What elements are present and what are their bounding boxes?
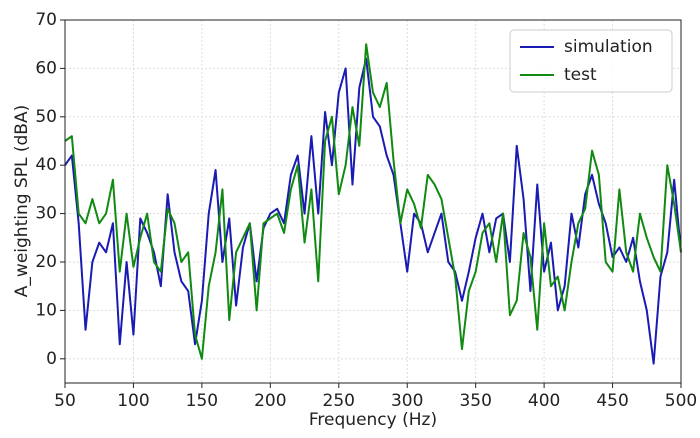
x-tick-label: 450 xyxy=(596,391,628,411)
data-line xyxy=(64,57,682,365)
x-tick-label: 300 xyxy=(391,391,423,411)
data-line xyxy=(64,43,682,360)
x-axis-label: Frequency (Hz) xyxy=(309,410,437,430)
x-tick-label: 500 xyxy=(665,391,697,411)
y-tick-label: 40 xyxy=(35,155,57,175)
x-tick-label: 150 xyxy=(186,391,218,411)
y-tick-label: 0 xyxy=(46,349,57,369)
legend-label: simulation xyxy=(564,37,653,57)
x-tick-label: 250 xyxy=(323,391,355,411)
y-tick-label: 10 xyxy=(35,300,57,320)
legend-box xyxy=(509,29,673,93)
plot-frame xyxy=(64,19,682,384)
y-tick-label: 60 xyxy=(35,58,57,78)
x-tick-label: 200 xyxy=(254,391,286,411)
y-tick-label: 20 xyxy=(35,252,57,272)
legend-label: test xyxy=(564,65,597,85)
x-tick-label: 350 xyxy=(459,391,491,411)
y-axis-label: A_weighting SPL (dBA) xyxy=(12,105,32,297)
x-tick-label: 100 xyxy=(117,391,149,411)
x-tick-label: 50 xyxy=(54,391,76,411)
y-tick-label: 50 xyxy=(35,107,57,127)
y-tick-label: 30 xyxy=(35,204,57,224)
x-tick-label: 400 xyxy=(528,391,560,411)
y-tick-label: 70 xyxy=(35,10,57,30)
